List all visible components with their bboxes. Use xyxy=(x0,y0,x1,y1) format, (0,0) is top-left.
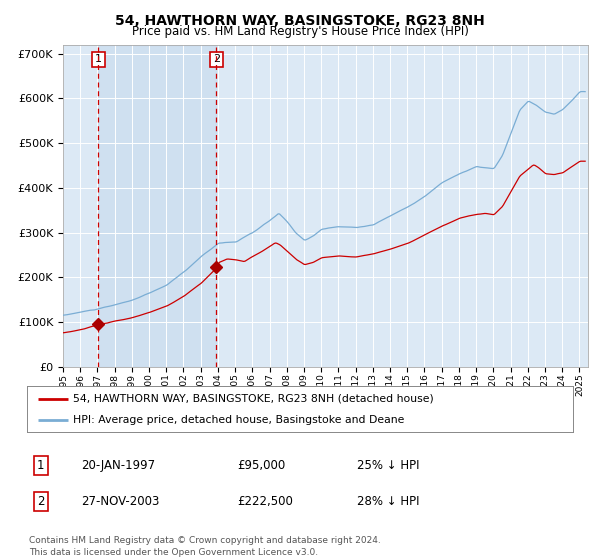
Text: 25% ↓ HPI: 25% ↓ HPI xyxy=(357,459,419,473)
Text: £222,500: £222,500 xyxy=(237,494,293,508)
Text: HPI: Average price, detached house, Basingstoke and Deane: HPI: Average price, detached house, Basi… xyxy=(73,415,405,425)
Text: Price paid vs. HM Land Registry's House Price Index (HPI): Price paid vs. HM Land Registry's House … xyxy=(131,25,469,38)
Text: 20-JAN-1997: 20-JAN-1997 xyxy=(81,459,155,473)
Text: £95,000: £95,000 xyxy=(237,459,285,473)
Text: 54, HAWTHORN WAY, BASINGSTOKE, RG23 8NH (detached house): 54, HAWTHORN WAY, BASINGSTOKE, RG23 8NH … xyxy=(73,394,434,404)
Text: 2: 2 xyxy=(212,54,220,64)
Text: 28% ↓ HPI: 28% ↓ HPI xyxy=(357,494,419,508)
Text: 1: 1 xyxy=(95,54,102,64)
Text: 2: 2 xyxy=(37,494,44,508)
Text: 54, HAWTHORN WAY, BASINGSTOKE, RG23 8NH: 54, HAWTHORN WAY, BASINGSTOKE, RG23 8NH xyxy=(115,14,485,28)
Text: 27-NOV-2003: 27-NOV-2003 xyxy=(81,494,160,508)
Bar xyxy=(98,45,216,367)
Text: 1: 1 xyxy=(37,459,44,473)
Text: Contains HM Land Registry data © Crown copyright and database right 2024.
This d: Contains HM Land Registry data © Crown c… xyxy=(29,536,380,557)
